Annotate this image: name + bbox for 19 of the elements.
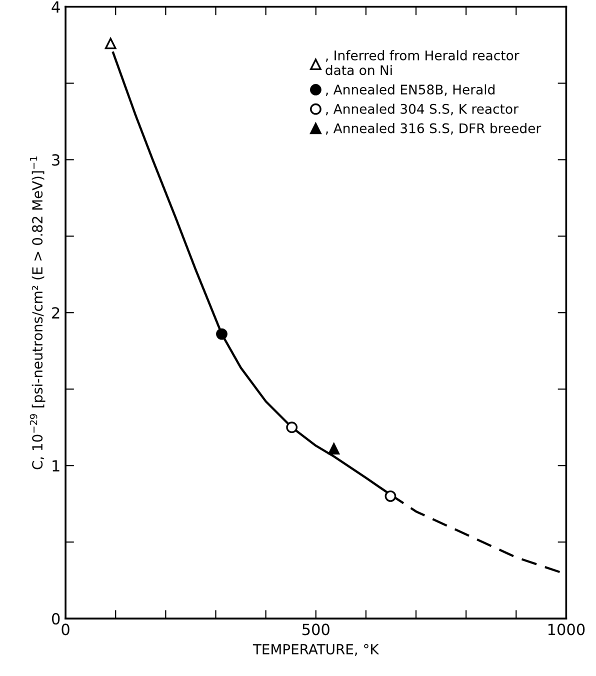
y-tick-label: 1 [52,460,60,472]
point [328,443,340,454]
legend-label: , Annealed 304 S.S, K reactor [326,104,518,116]
y-tick-label: 0 [52,613,60,625]
point [286,422,298,434]
point [384,490,396,502]
x-tick-label: 0 [62,624,70,636]
legend-label: , Inferred from Herald reactor data on Ni [326,50,520,76]
y-tick-label: 2 [52,307,60,318]
point [104,38,116,50]
point [216,328,228,340]
y-tick-label: 4 [52,1,60,13]
y-axis-title: C, 10$^{−29}$ [psi-neutrons/cm² (E > 0.82 MeV)]$^{−1}$ [30,156,46,470]
legend-label: , Annealed 316 S.S, DFR breeder [326,123,542,135]
legend-label: , Annealed EN58B, Herald [326,84,494,96]
y-tick-label: 3 [52,154,60,166]
x-tick-label: 500 [302,624,330,636]
x-axis-title: TEMPERATURE, °K [252,644,380,656]
x-tick-label: 1000 [548,624,585,636]
